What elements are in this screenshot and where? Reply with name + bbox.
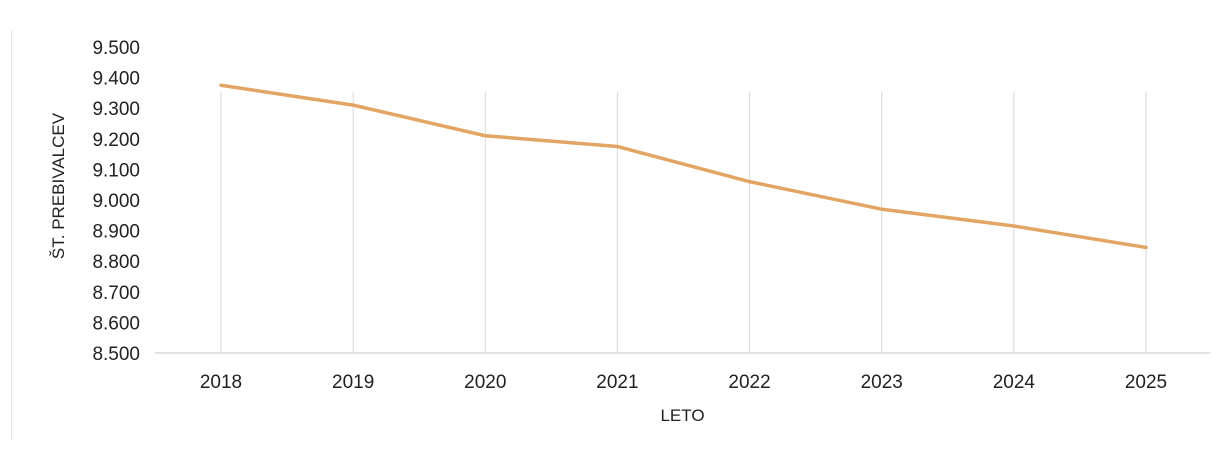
x-tick-label-2018: 2018	[200, 372, 242, 393]
y-tick-label-0: 8.500	[92, 344, 140, 365]
x-tick-label-2022: 2022	[728, 372, 770, 393]
scan-edge	[11, 30, 12, 440]
series-line	[219, 83, 1148, 250]
x-tick-label-2024: 2024	[993, 372, 1036, 393]
x-tick-label-2025: 2025	[1125, 372, 1167, 393]
gridlines	[220, 92, 1147, 353]
x-tick-label-2020: 2020	[464, 372, 506, 393]
y-tick-label-9: 9.400	[92, 69, 140, 90]
y-axis-title: ŠT. PREBIVALCEV	[49, 112, 68, 259]
y-tick-label-7: 9.200	[92, 130, 140, 151]
y-tick-label-5: 9.000	[92, 191, 140, 212]
y-tick-label-2: 8.700	[92, 283, 140, 304]
x-tick-label-2021: 2021	[596, 372, 638, 393]
y-tick-label-10: 9.500	[92, 38, 140, 59]
x-tick-label-2019: 2019	[332, 372, 374, 393]
y-tick-label-8: 9.300	[92, 99, 140, 120]
x-axis-title: LETO	[660, 406, 704, 425]
y-tick-label-4: 8.900	[92, 222, 140, 243]
y-tick-label-1: 8.600	[92, 313, 140, 334]
y-tick-label-6: 9.100	[92, 160, 140, 181]
y-tick-label-3: 8.800	[92, 252, 140, 273]
x-tick-labels: 2018 2019 2020 2021 2022 2023 2024 2025	[200, 372, 1167, 393]
x-tick-label-2023: 2023	[861, 372, 903, 393]
y-tick-labels: 8.500 8.600 8.700 8.800 8.900 9.000 9.100 9.200…	[92, 38, 140, 365]
